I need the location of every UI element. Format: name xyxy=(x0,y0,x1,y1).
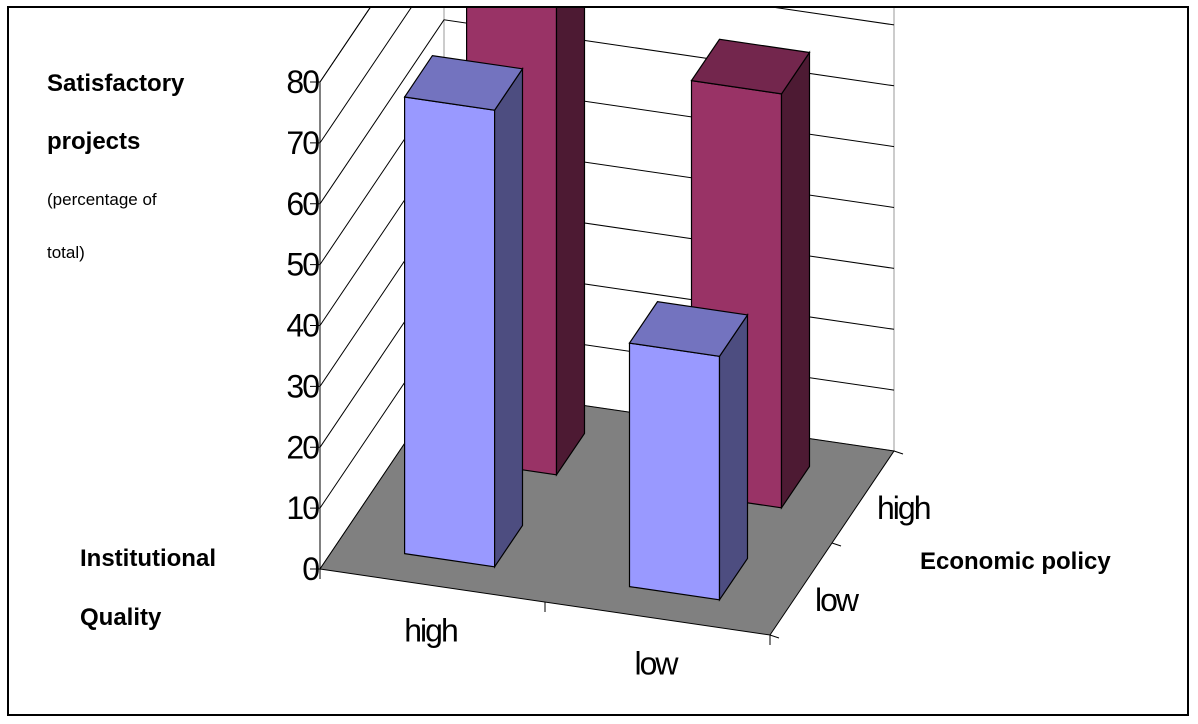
bar-side xyxy=(555,8,586,477)
y-tick-label: 30 xyxy=(286,368,319,404)
y-axis-title-line4: total) xyxy=(47,243,85,262)
y-axis-title-line1: Satisfactory xyxy=(47,70,185,97)
depth-axis-tick xyxy=(831,542,842,547)
x-tick-label: low xyxy=(634,646,679,682)
y-tick-label: 10 xyxy=(286,490,319,526)
y-tick-label: 50 xyxy=(286,247,319,283)
chart-plot: 0 10 20 30 40 50 60 70 80 high low low high xyxy=(286,8,932,682)
y-tick-label: 0 xyxy=(302,551,319,587)
depth-axis-title: Economic policy xyxy=(920,548,1111,575)
gridline xyxy=(319,8,895,144)
depth-tick-label: high xyxy=(877,490,930,526)
y-axis-title-line3: (percentage of xyxy=(47,190,157,209)
bar-side xyxy=(494,66,524,569)
bar-top xyxy=(690,38,811,95)
bar-front xyxy=(404,96,496,568)
y-axis-title-line2: projects xyxy=(47,128,141,155)
x-axis-title-line1: Institutional xyxy=(80,545,216,572)
bar-side xyxy=(780,50,811,510)
y-tick-label: 80 xyxy=(286,64,319,100)
bar-front xyxy=(628,342,721,601)
x-axis-title-line2: Quality xyxy=(80,604,162,631)
chart-frame: 0 10 20 30 40 50 60 70 80 high low low high xyxy=(7,6,1189,716)
y-tick-label: 70 xyxy=(286,125,319,161)
y-tick-label: 60 xyxy=(286,186,319,222)
y-tick-label: 20 xyxy=(286,429,319,465)
y-tick-label: 40 xyxy=(286,308,319,344)
depth-axis-tick xyxy=(769,634,780,639)
depth-axis-tick xyxy=(893,450,904,455)
gridline xyxy=(319,8,371,83)
bar-side xyxy=(718,312,749,602)
depth-tick-label: low xyxy=(815,582,860,618)
x-tick-label: high xyxy=(404,613,457,649)
bar-top xyxy=(403,54,524,111)
bar-top xyxy=(628,301,749,357)
